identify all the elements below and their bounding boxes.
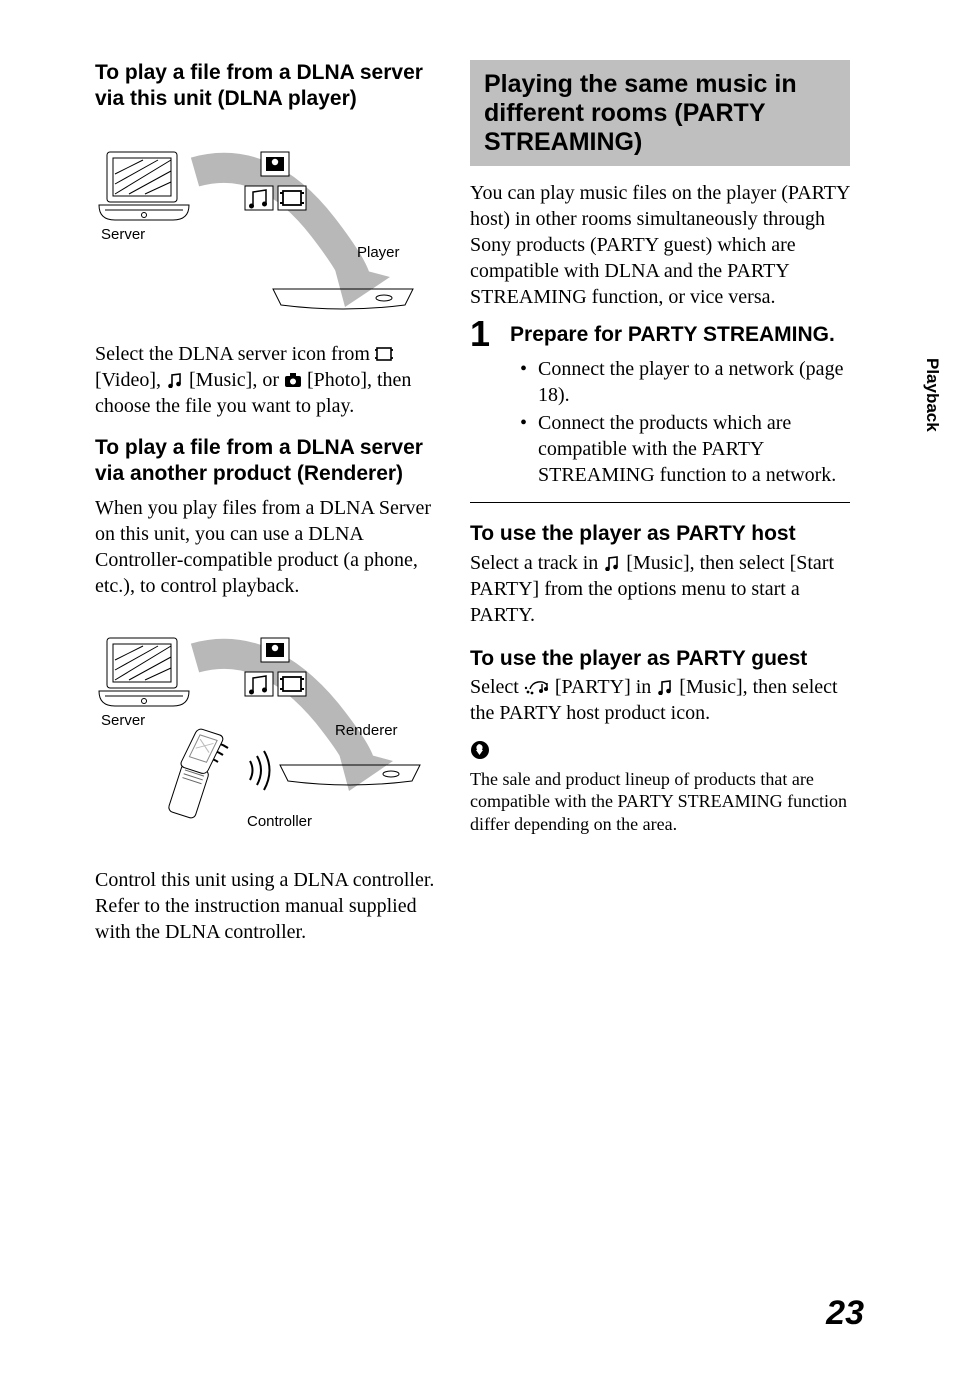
bullet-text: Connect the products which are compatibl… xyxy=(538,410,850,488)
side-tab-playback: Playback xyxy=(922,358,942,432)
label-renderer: Renderer xyxy=(335,722,398,739)
section-title-box: Playing the same music in different room… xyxy=(470,60,850,166)
text-party-host: Select a track in [Music], then select [… xyxy=(470,550,850,628)
heading-dlna-player: To play a file from a DLNA server via th… xyxy=(95,60,435,113)
text-frag: [Video], xyxy=(95,369,166,391)
section-title: Playing the same music in different room… xyxy=(484,70,836,156)
diagram-dlna-player: Server Player xyxy=(95,127,435,323)
text-renderer-intro: When you play files from a DLNA Server o… xyxy=(95,495,435,599)
step-number: 1 xyxy=(470,316,490,352)
text-party-guest: Select [PARTY] in [Music], then select t… xyxy=(470,674,850,726)
music-icon xyxy=(603,555,621,571)
text-frag: Select the DLNA server icon from xyxy=(95,343,375,365)
diagram-renderer: Server Renderer xyxy=(95,613,435,849)
party-icon xyxy=(524,679,550,695)
text-select-dlna-icon: Select the DLNA server icon from [Video]… xyxy=(95,341,435,419)
page-number: 23 xyxy=(826,1294,864,1333)
label-player: Player xyxy=(357,244,400,261)
note-text: The sale and product lineup of products … xyxy=(470,768,850,836)
step-1: 1 Prepare for PARTY STREAMING. xyxy=(470,316,850,352)
text-control-unit: Control this unit using a DLNA controlle… xyxy=(95,867,435,945)
text-frag: [PARTY] in xyxy=(550,676,656,698)
label-controller: Controller xyxy=(247,813,312,830)
divider xyxy=(470,502,850,503)
text-frag: Select xyxy=(470,676,524,698)
bullet-dot: • xyxy=(520,356,538,408)
bullet-dot: • xyxy=(520,410,538,488)
label-server: Server xyxy=(101,226,145,243)
heading-party-host: To use the player as PARTY host xyxy=(470,521,850,547)
music-icon xyxy=(166,372,184,388)
heading-renderer: To play a file from a DLNA server via an… xyxy=(95,435,435,488)
music-icon xyxy=(656,679,674,695)
bullet-text: Connect the player to a network (page 18… xyxy=(538,356,850,408)
label-server-2: Server xyxy=(101,712,145,729)
text-frag: Select a track in xyxy=(470,552,603,574)
step-bullets: •Connect the player to a network (page 1… xyxy=(520,356,850,488)
photo-icon xyxy=(284,372,302,388)
text-party-intro: You can play music files on the player (… xyxy=(470,180,850,310)
note-icon xyxy=(470,740,850,766)
video-icon xyxy=(375,346,393,362)
text-frag: [Music], or xyxy=(184,369,284,391)
heading-party-guest: To use the player as PARTY guest xyxy=(470,646,850,672)
step-heading: Prepare for PARTY STREAMING. xyxy=(510,316,850,347)
